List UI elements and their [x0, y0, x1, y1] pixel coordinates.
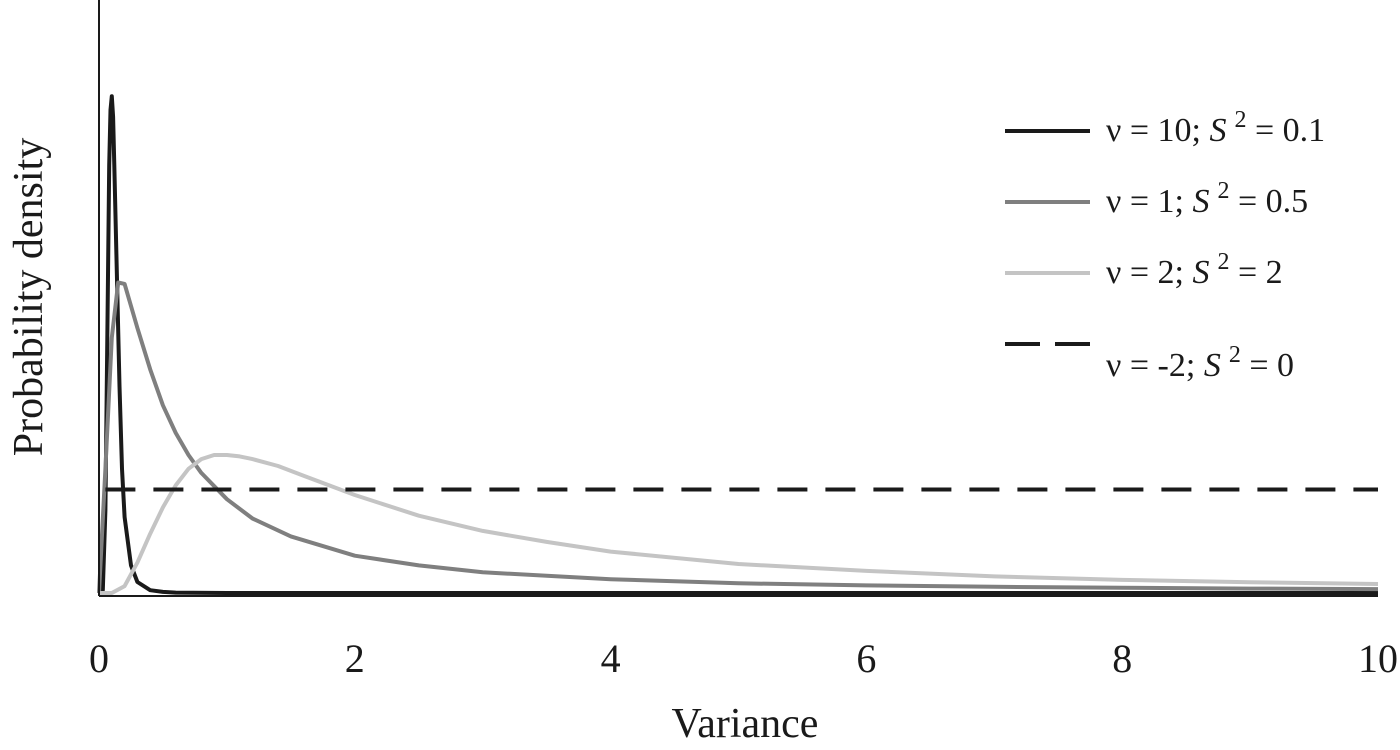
- x-tick-layer: 0 2 4 6 8 10: [89, 636, 1398, 681]
- series-line-2: [99, 453, 1379, 595]
- x-tick-label-2: 4: [601, 636, 621, 681]
- x-tick-label-1: 2: [345, 636, 365, 681]
- series-layer: [97, 94, 1379, 595]
- x-axis-label: Variance: [672, 701, 819, 747]
- series-line-1: [97, 280, 1379, 594]
- x-tick-label-0: 0: [89, 636, 109, 681]
- x-tick-label-3: 6: [856, 636, 876, 681]
- y-axis-label: Probability density: [6, 138, 52, 457]
- x-tick-label-5: 10: [1358, 636, 1398, 681]
- x-tick-label-4: 8: [1112, 636, 1132, 681]
- series-line-0: [97, 94, 1378, 595]
